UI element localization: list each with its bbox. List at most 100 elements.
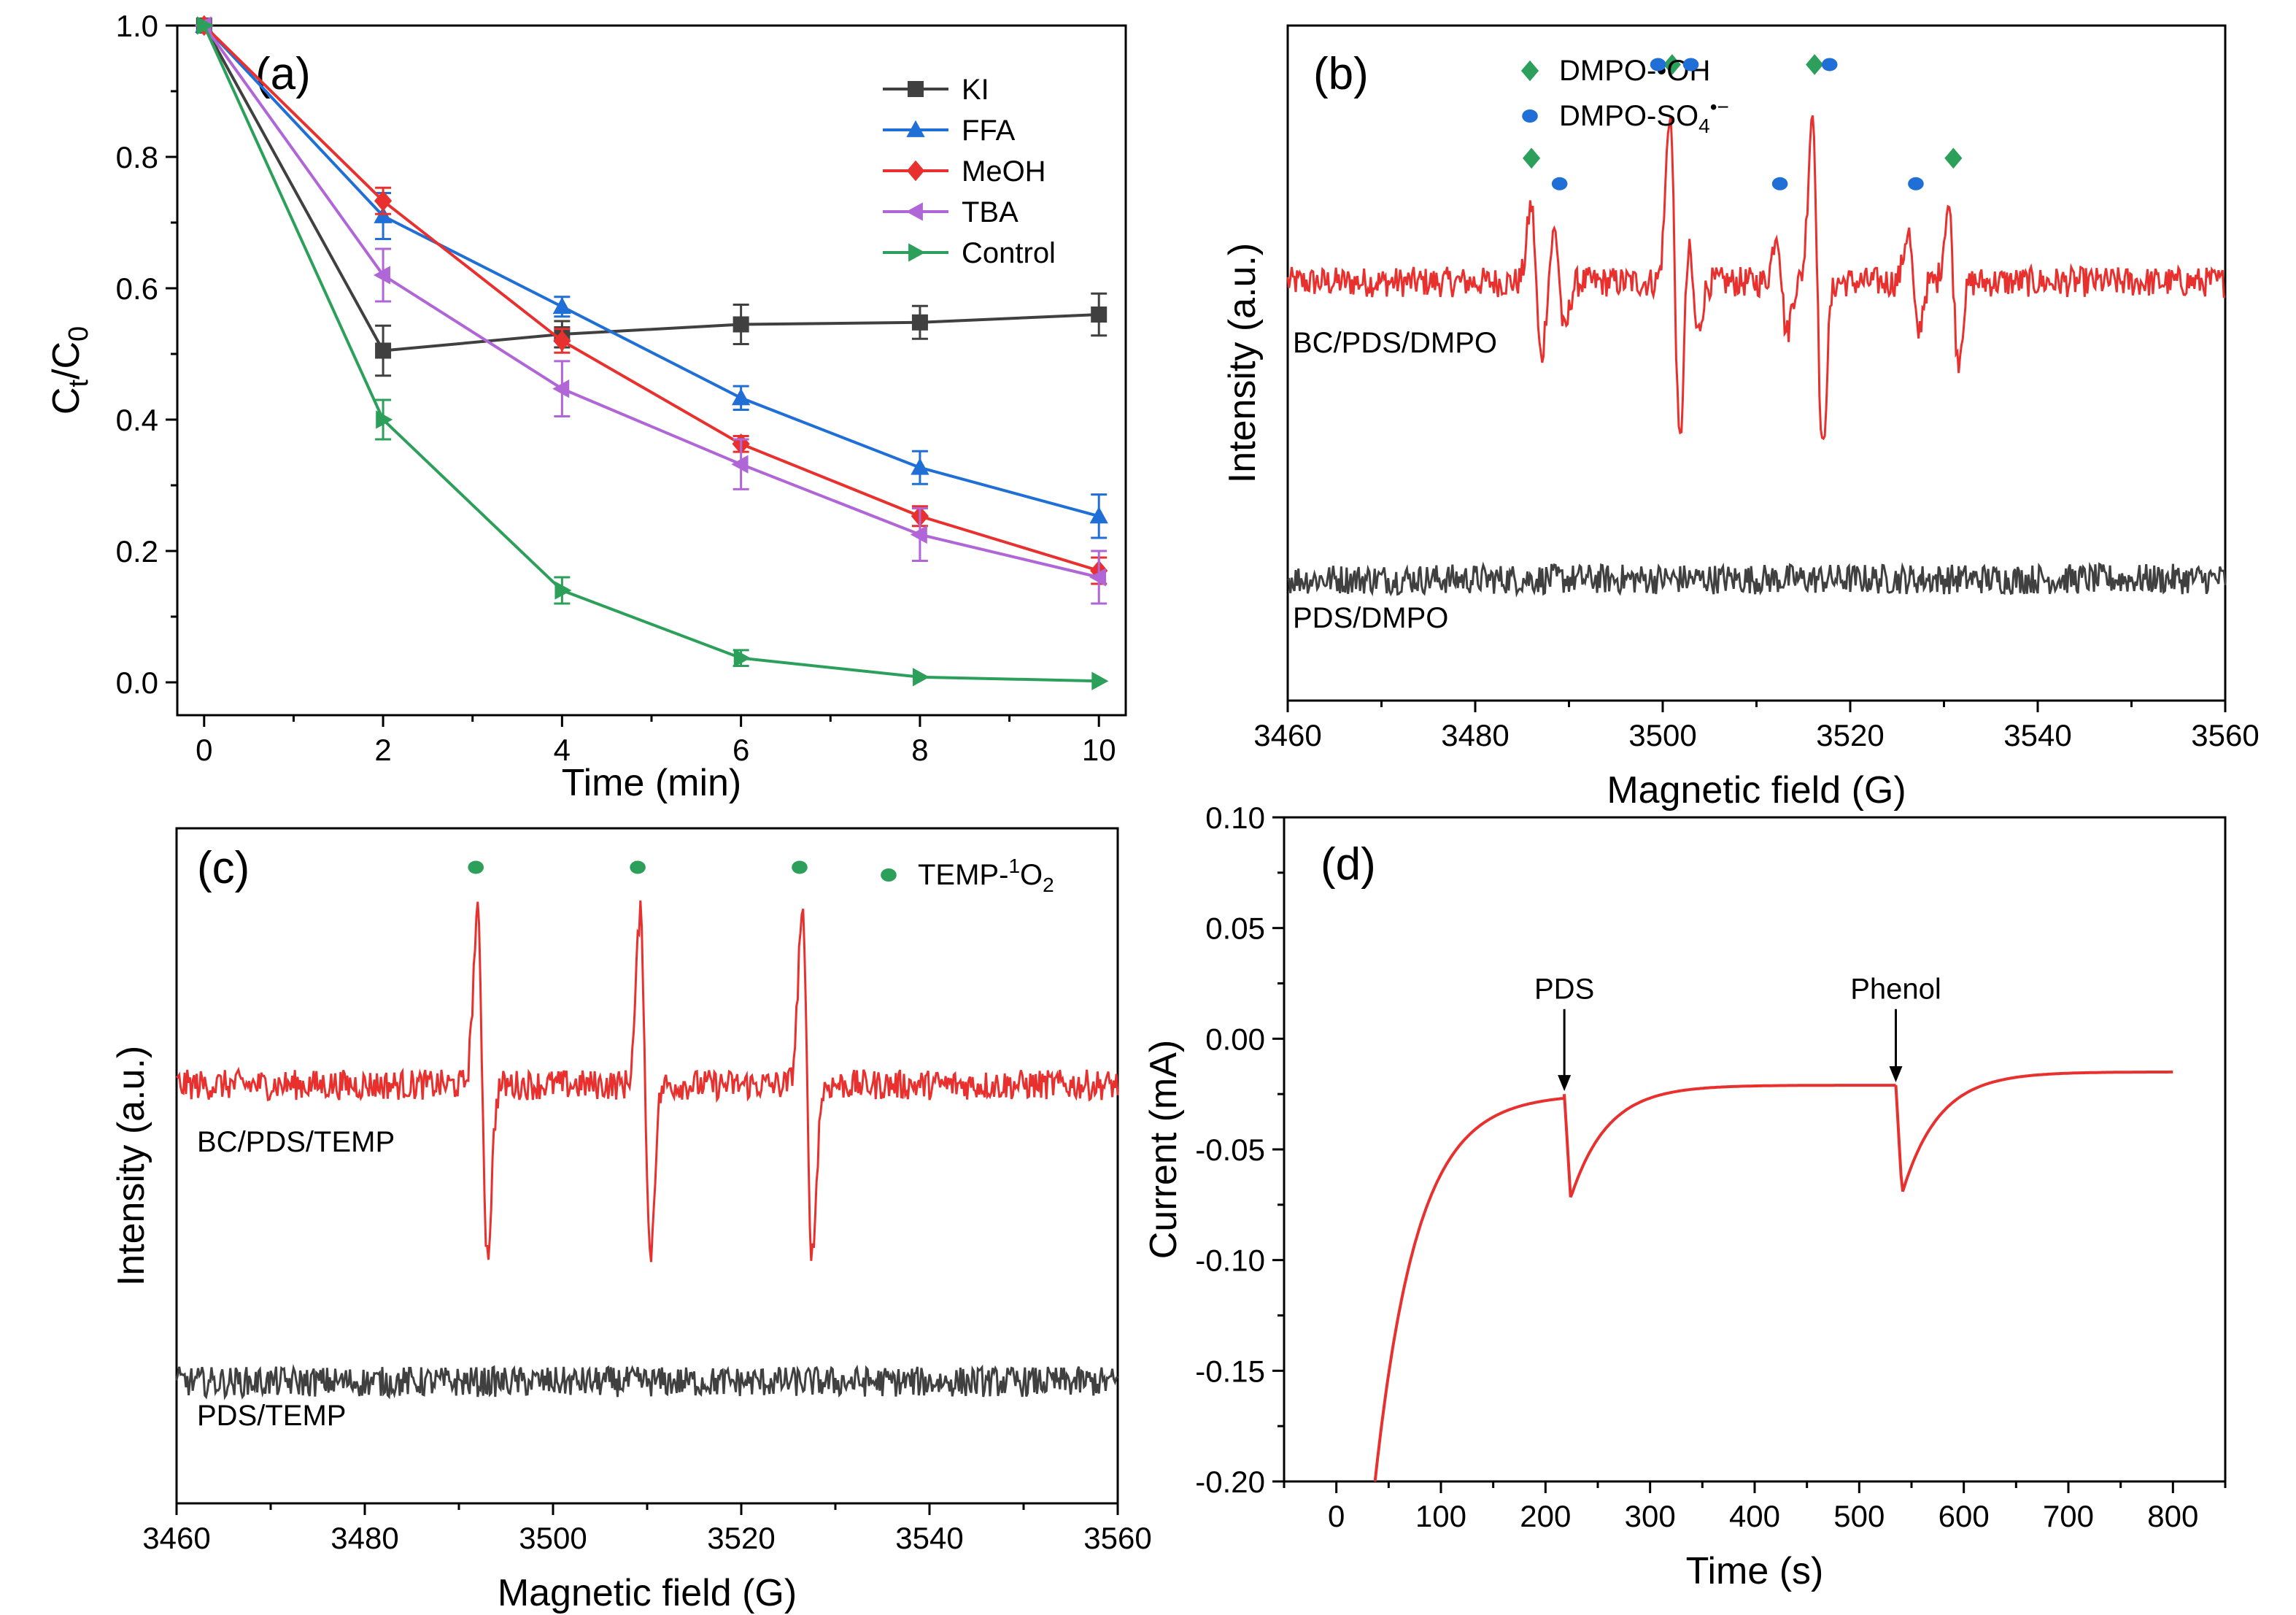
x-tick-label: 4 — [554, 733, 571, 767]
x-tick-label: 3540 — [895, 1521, 963, 1555]
x-tick-label: 3540 — [2003, 718, 2071, 752]
series-BC/PDS/DMPO: BC/PDS/DMPO — [1286, 115, 2226, 441]
legend-label: TBA — [962, 196, 1018, 228]
series-PDS/DMPO: PDS/DMPO — [1287, 561, 2227, 634]
peak-marker — [1523, 147, 1541, 169]
series-BC/PDS/TEMP: BC/PDS/TEMP — [175, 900, 1119, 1263]
panel-label: (d) — [1321, 839, 1376, 890]
series-line — [203, 25, 1099, 352]
y-tick-label: 0.4 — [116, 403, 158, 437]
y-tick-label: 1.0 — [116, 9, 158, 43]
x-tick-label: 3460 — [142, 1521, 210, 1555]
spectrum-line — [1287, 561, 2227, 598]
y-tick-label: -0.20 — [1195, 1465, 1265, 1499]
x-tick-label: 6 — [733, 733, 749, 767]
x-tick-label: 800 — [2147, 1499, 2198, 1533]
data-point — [1089, 506, 1108, 524]
data-point — [552, 379, 570, 398]
data-point — [733, 649, 751, 668]
x-axis-label: Magnetic field (G) — [1607, 769, 1906, 812]
x-tick-label: 0 — [1328, 1499, 1345, 1533]
legend-label: FFA — [962, 115, 1016, 147]
series-line — [202, 25, 1099, 683]
plot-frame — [1286, 24, 2227, 702]
data-point — [731, 455, 749, 474]
x-tick-label: 3520 — [1816, 718, 1884, 752]
annotation-arrow-head — [1889, 1066, 1903, 1083]
panel-label: (a) — [255, 49, 311, 99]
peak-marker — [1663, 54, 1681, 75]
peak-marker — [1806, 54, 1824, 75]
peak-marker — [1908, 177, 1924, 190]
data-point — [911, 314, 928, 331]
data-point — [911, 458, 929, 475]
x-tick-label: 3480 — [331, 1521, 398, 1555]
spectrum-line — [1286, 115, 2226, 441]
x-tick-label: 400 — [1729, 1499, 1780, 1533]
annotation-arrow-head — [1558, 1075, 1572, 1092]
series-label: BC/PDS/DMPO — [1293, 327, 1497, 359]
series-TBA — [194, 16, 1108, 605]
data-point — [374, 190, 393, 212]
legend-marker — [905, 202, 923, 221]
panel-b: 3460 3480 3500 3520 3540 3560 Magnetic field (… — [1221, 24, 2260, 812]
x-tick-label: 300 — [1625, 1499, 1676, 1533]
x-tick-label: 2 — [374, 733, 391, 767]
peak-marker — [792, 860, 808, 874]
x-tick-label: 8 — [911, 733, 928, 767]
peak-marker — [630, 860, 646, 874]
data-point — [1091, 671, 1109, 690]
peak-marker — [1944, 147, 1963, 169]
y-tick-label: 0.6 — [116, 271, 158, 306]
annotation-label: PDS — [1534, 974, 1594, 1006]
x-tick-label: 100 — [1415, 1499, 1466, 1533]
data-point — [376, 410, 393, 429]
marker-set-DMPO-SO4•−: DMPO-SO4•− — [1522, 58, 1924, 190]
data-point — [373, 266, 390, 285]
x-tick-label: 600 — [1939, 1499, 1990, 1533]
legend-marker — [908, 81, 924, 97]
annotation-Phenol: Phenol — [1850, 974, 1941, 1083]
annotation-label: Phenol — [1850, 974, 1941, 1006]
legend-marker — [906, 160, 925, 182]
data-point — [1089, 568, 1107, 587]
data-point — [731, 388, 751, 406]
panel-a: 0 2 4 6 8 10 0.0 0.2 0.4 0.6 0.8 1.0 Time (min) Ct/C0… — [45, 9, 1127, 804]
panel-label: (c) — [197, 843, 250, 893]
current-trace — [1373, 1070, 2173, 1482]
peak-marker — [1821, 58, 1838, 72]
y-tick-label: 0.2 — [116, 534, 158, 568]
series-line — [203, 24, 1099, 572]
x-tick-label: 0 — [196, 733, 212, 767]
y-tick-label: -0.15 — [1195, 1354, 1265, 1388]
legend-marker — [1520, 60, 1539, 82]
y-axis-label: Intensity (a.u.) — [110, 1046, 152, 1286]
legend-marker — [908, 243, 926, 262]
data-point — [733, 316, 749, 333]
series-label: BC/PDS/TEMP — [197, 1126, 395, 1158]
x-axis-label: Time (s) — [1686, 1550, 1824, 1592]
y-axis-label: Current (mA) — [1143, 1040, 1185, 1259]
y-tick-label: 0.00 — [1205, 1022, 1265, 1056]
y-tick-label: -0.10 — [1195, 1244, 1265, 1278]
series-Control — [196, 16, 1109, 690]
marker-set-TEMP-1O2: TEMP-1O2 — [468, 855, 1054, 896]
peak-marker — [468, 860, 484, 874]
y-axis-label: Ct/C0 — [45, 326, 94, 415]
peak-marker — [1650, 58, 1666, 72]
spectrum-line — [175, 1363, 1119, 1400]
x-tick-label: 700 — [2043, 1499, 2094, 1533]
legend: KI FFA MeOH TBA Control — [883, 74, 1056, 269]
series-line — [203, 24, 1099, 579]
x-axis-label: Time (min) — [562, 762, 742, 804]
legend-marker — [906, 120, 925, 137]
panel-d: 0 100 200 300 400 500 600 700 800 -0.20 -0.15 -0.10… — [1143, 801, 2227, 1592]
panel-c: 3460 3480 3500 3520 3540 3560 Magnetic field (… — [110, 827, 1152, 1614]
legend-marker — [881, 868, 897, 882]
spectrum-line — [175, 900, 1119, 1263]
data-point — [1091, 307, 1108, 323]
plot-frame — [1283, 816, 2227, 1483]
data-point — [913, 668, 930, 687]
series-label: PDS/DMPO — [1293, 602, 1448, 634]
